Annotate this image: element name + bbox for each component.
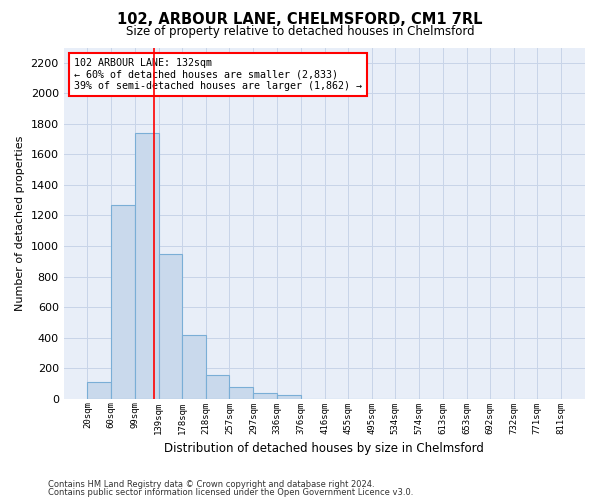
- Bar: [182, 336, 206, 398]
- X-axis label: Distribution of detached houses by size in Chelmsford: Distribution of detached houses by size …: [164, 442, 484, 455]
- Bar: [253, 392, 277, 398]
- Text: 102, ARBOUR LANE, CHELMSFORD, CM1 7RL: 102, ARBOUR LANE, CHELMSFORD, CM1 7RL: [117, 12, 483, 28]
- Bar: [88, 382, 112, 398]
- Text: Contains HM Land Registry data © Crown copyright and database right 2024.: Contains HM Land Registry data © Crown c…: [48, 480, 374, 489]
- Y-axis label: Number of detached properties: Number of detached properties: [15, 136, 25, 311]
- Text: 102 ARBOUR LANE: 132sqm
← 60% of detached houses are smaller (2,833)
39% of semi: 102 ARBOUR LANE: 132sqm ← 60% of detache…: [74, 58, 362, 91]
- Bar: [206, 375, 229, 398]
- Bar: [277, 395, 301, 398]
- Bar: [112, 204, 134, 398]
- Text: Contains public sector information licensed under the Open Government Licence v3: Contains public sector information licen…: [48, 488, 413, 497]
- Bar: [134, 133, 158, 398]
- Bar: [229, 387, 253, 398]
- Text: Size of property relative to detached houses in Chelmsford: Size of property relative to detached ho…: [125, 25, 475, 38]
- Bar: [158, 254, 182, 398]
